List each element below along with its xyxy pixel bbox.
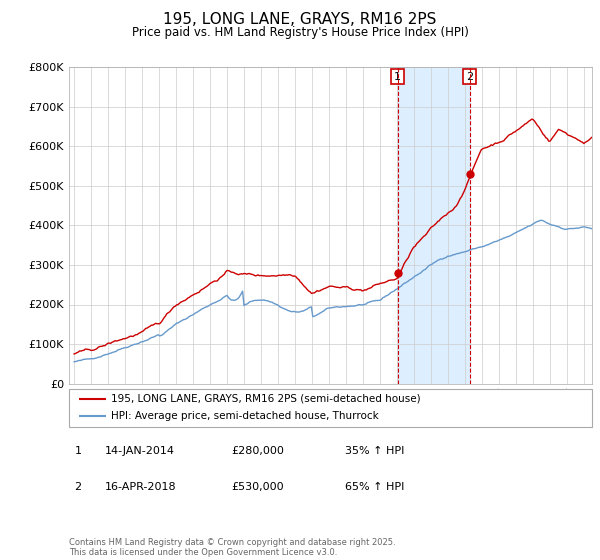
Text: £280,000: £280,000 (231, 446, 284, 456)
FancyBboxPatch shape (69, 389, 592, 427)
Text: Price paid vs. HM Land Registry's House Price Index (HPI): Price paid vs. HM Land Registry's House … (131, 26, 469, 39)
Text: 14-JAN-2014: 14-JAN-2014 (105, 446, 175, 456)
Text: HPI: Average price, semi-detached house, Thurrock: HPI: Average price, semi-detached house,… (111, 412, 379, 422)
Text: Contains HM Land Registry data © Crown copyright and database right 2025.
This d: Contains HM Land Registry data © Crown c… (69, 538, 395, 557)
Text: £530,000: £530,000 (231, 482, 284, 492)
Bar (398, 67, 470, 384)
Text: 2: 2 (466, 72, 473, 82)
Text: 35% ↑ HPI: 35% ↑ HPI (345, 446, 404, 456)
Text: 1: 1 (394, 72, 401, 82)
Text: 195, LONG LANE, GRAYS, RM16 2PS (semi-detached house): 195, LONG LANE, GRAYS, RM16 2PS (semi-de… (111, 394, 421, 404)
Text: 2: 2 (74, 482, 82, 492)
Text: 16-APR-2018: 16-APR-2018 (105, 482, 176, 492)
Text: 195, LONG LANE, GRAYS, RM16 2PS: 195, LONG LANE, GRAYS, RM16 2PS (163, 12, 437, 27)
Text: 1: 1 (74, 446, 82, 456)
Text: 65% ↑ HPI: 65% ↑ HPI (345, 482, 404, 492)
